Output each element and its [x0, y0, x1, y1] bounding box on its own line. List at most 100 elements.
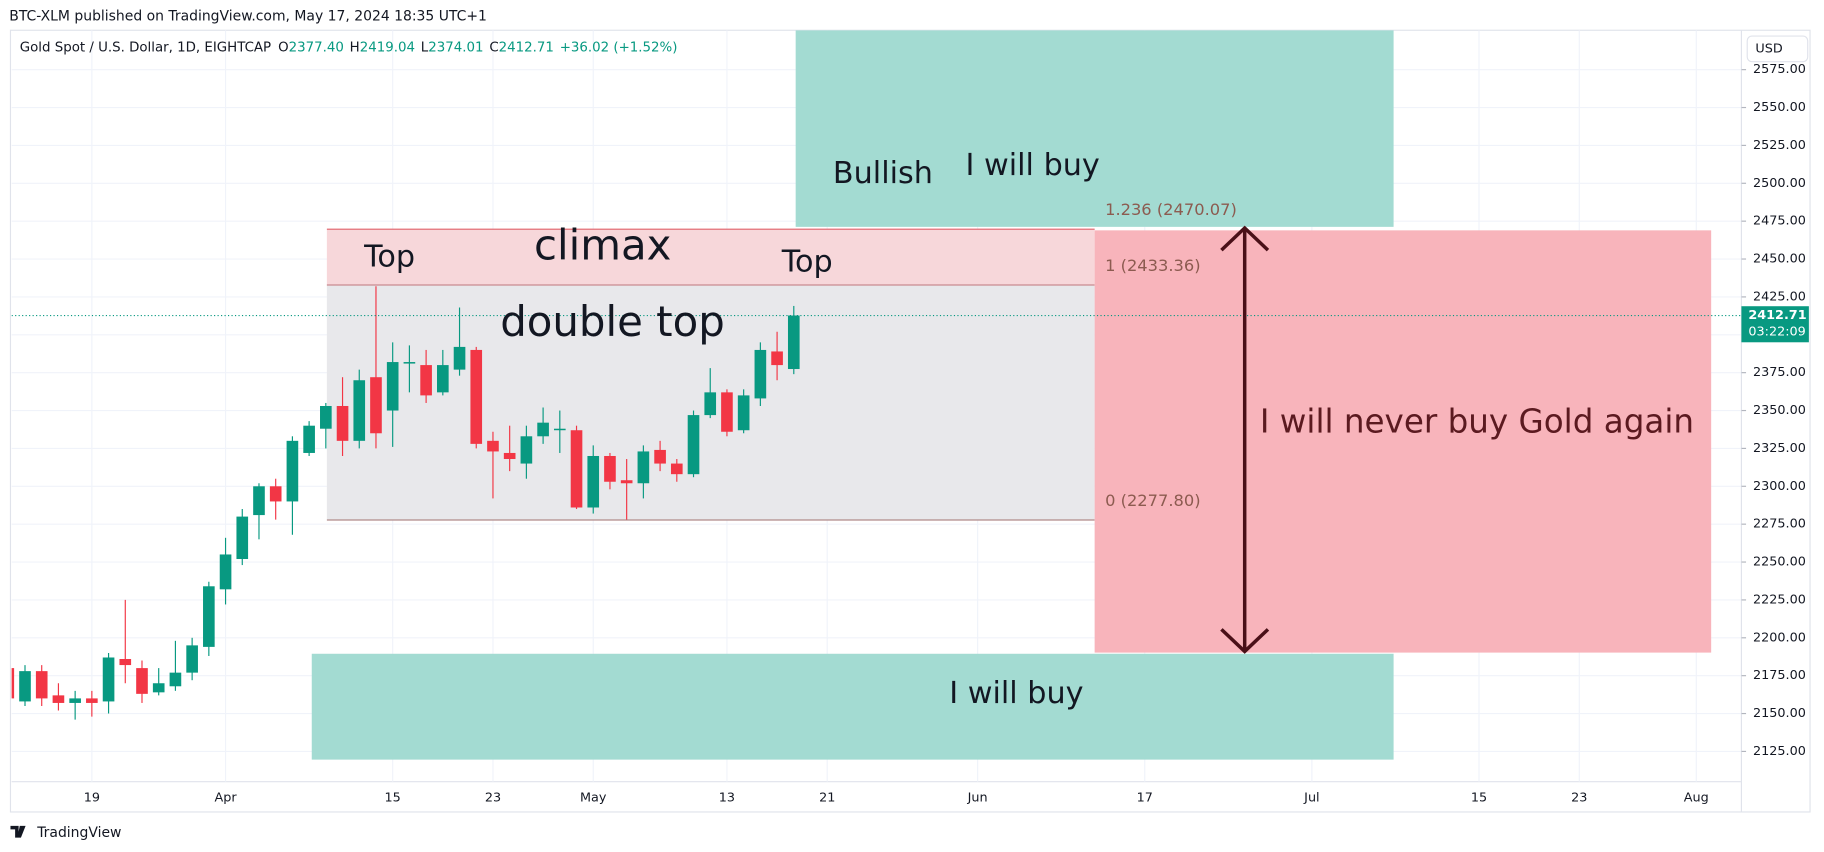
x-tick-label: Apr — [214, 791, 237, 806]
candle-body — [637, 451, 650, 484]
x-tick-label: 13 — [719, 791, 735, 806]
x-tick-label: Jun — [967, 791, 988, 806]
candle-body — [269, 486, 282, 502]
arrow-head — [1220, 225, 1270, 252]
arrow-head — [1220, 628, 1270, 654]
y-tick-label: 2575.00 — [1753, 62, 1806, 77]
candle-body — [219, 554, 232, 590]
candle-body — [52, 695, 65, 703]
currency[interactable]: USD — [1755, 41, 1782, 56]
candle-body — [587, 455, 600, 508]
y-tick-label: 2525.00 — [1753, 138, 1806, 153]
x-tick-label: 17 — [1137, 791, 1153, 806]
open: 2377.40 — [289, 41, 344, 56]
candle-body — [186, 645, 198, 673]
candles — [11, 286, 1742, 720]
annotations: Bullish I will buy Top climax Top double… — [363, 148, 1694, 711]
candle-body — [403, 362, 416, 364]
logo — [10, 825, 26, 838]
candle-body — [487, 440, 499, 452]
y-tick-label: 2175.00 — [1753, 668, 1806, 683]
c-label: C — [489, 41, 498, 56]
annotation: Bullish — [833, 156, 933, 191]
low: 2374.01 — [428, 41, 483, 56]
candle-body — [654, 449, 666, 464]
candle-body — [336, 405, 349, 441]
y-tick-label: 2500.00 — [1753, 176, 1806, 191]
candle-body — [420, 365, 432, 396]
drawings — [311, 30, 1712, 760]
candle-body — [771, 351, 783, 366]
candle-body — [136, 668, 148, 694]
buy-zone-bottom — [311, 653, 1394, 760]
change: +36.02 (+1.52%) — [560, 41, 678, 56]
o-label: O — [278, 41, 289, 56]
annotation: I will buy — [949, 676, 1083, 711]
legend: Gold Spot / U.S. Dollar, 1D, EIGHTCAP O23… — [20, 41, 678, 56]
x-tick-label: 23 — [485, 791, 501, 806]
candle-body — [386, 362, 399, 411]
y-tick-label: 2275.00 — [1753, 517, 1806, 532]
fib-label: 0 (2277.80) — [1105, 491, 1200, 510]
y-tick-label: 2550.00 — [1753, 100, 1806, 115]
candle-body — [687, 415, 700, 475]
candle-body — [604, 455, 616, 482]
y-tick-label: 2425.00 — [1753, 289, 1806, 304]
candle-body — [721, 392, 733, 432]
candle-body — [11, 668, 15, 699]
x-tick-label: May — [580, 791, 607, 806]
y-tick-label: 2325.00 — [1753, 441, 1806, 456]
h-label: H — [350, 41, 360, 56]
fib-label: 1 (2433.36) — [1105, 256, 1200, 275]
price-axis: 2125.00 2150.00 2175.00 2200.00 2225.00 2250.… — [1741, 62, 1809, 759]
y-tick-label: 2250.00 — [1753, 555, 1806, 570]
symbol: Gold Spot / U.S. Dollar, 1D, EIGHTCAP — [20, 41, 271, 56]
candle-body — [670, 463, 683, 475]
never-buy-zone — [1094, 230, 1712, 653]
candle-body — [286, 440, 299, 502]
x-tick-label: 19 — [84, 791, 100, 806]
y-tick-label: 2300.00 — [1753, 479, 1806, 494]
candle-body — [119, 659, 132, 666]
candle-body — [203, 586, 215, 647]
countdown: 03:22:09 — [1748, 324, 1805, 339]
x-tick-label: Jul — [1303, 791, 1319, 806]
footer: TradingView — [10, 825, 121, 841]
last-price-box — [1741, 306, 1809, 343]
currency-button[interactable] — [1746, 35, 1809, 63]
climax-band — [326, 229, 1095, 286]
annotation: I will never buy Gold again — [1260, 402, 1694, 440]
y-tick-label: 2475.00 — [1753, 214, 1806, 229]
brand: TradingView — [36, 825, 121, 841]
candle-body — [152, 683, 165, 693]
annotation: climax — [534, 220, 671, 269]
time-axis: 19 Apr 15 23 May 13 21 Jun 17 Jul 15 23 Aug — [84, 791, 1709, 806]
buy-zone-top — [795, 30, 1394, 227]
y-tick-label: 2450.00 — [1753, 252, 1806, 267]
y-tick-label: 2150.00 — [1753, 706, 1806, 721]
x-tick-label: Aug — [1684, 791, 1709, 806]
candle-body — [537, 422, 549, 437]
candle-body — [35, 671, 48, 699]
candle-body — [370, 377, 382, 434]
y-tick-label: 2200.00 — [1753, 630, 1806, 645]
candle-body — [737, 395, 750, 431]
published-line: BTC-XLM published on TradingView.com, Ma… — [9, 8, 487, 24]
annotation: double top — [500, 297, 725, 346]
y-tick-label: 2350.00 — [1753, 403, 1806, 418]
fib-label: 1.236 (2470.07) — [1105, 200, 1237, 219]
x-tick-label: 21 — [819, 791, 835, 806]
candle-body — [470, 349, 483, 444]
candle-body — [353, 380, 366, 441]
candle-body — [169, 672, 182, 687]
last-price: 2412.71 — [1748, 308, 1806, 323]
candle-body — [453, 346, 466, 370]
candle-body — [19, 671, 31, 702]
x-tick-label: 15 — [385, 791, 401, 806]
candle-body — [704, 392, 717, 416]
x-tick-label: 15 — [1471, 791, 1487, 806]
candle-body — [520, 436, 533, 464]
candle-body — [86, 698, 98, 703]
candle-body — [320, 405, 332, 429]
candle-body — [303, 425, 315, 453]
